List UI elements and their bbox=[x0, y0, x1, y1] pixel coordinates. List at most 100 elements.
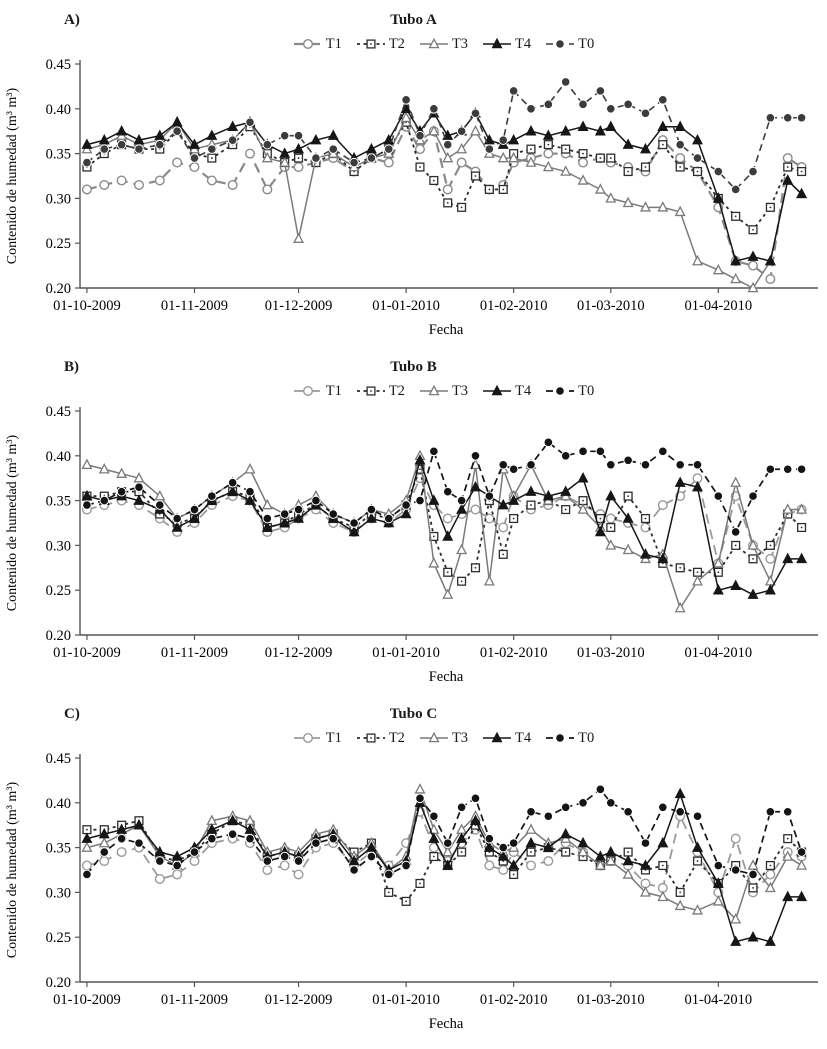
x-tick-label: 01-02-2010 bbox=[480, 992, 548, 1008]
triangle-filled-icon bbox=[483, 37, 512, 49]
y-tick-label: 0.25 bbox=[46, 583, 71, 599]
y-axis-label: Contenido de humedad (m³ m³) bbox=[5, 781, 20, 958]
legend-item-t0: T0 bbox=[545, 36, 594, 53]
series-line-t3 bbox=[86, 786, 802, 921]
x-tick-label: 01-11-2009 bbox=[161, 298, 228, 314]
x-tick-label: 01-01-2010 bbox=[372, 992, 440, 1008]
legend-item-t2: T2 bbox=[356, 36, 405, 53]
y-tick-label: 0.30 bbox=[46, 885, 71, 901]
x-tick-label: 01-04-2010 bbox=[684, 298, 752, 314]
legend-item-t1: T1 bbox=[293, 730, 342, 747]
legend-label: T1 bbox=[325, 35, 342, 52]
legend-item-t4: T4 bbox=[482, 36, 531, 53]
x-axis-label: Fecha bbox=[429, 669, 464, 685]
triangle-open-icon bbox=[419, 37, 448, 49]
y-tick-label: 0.40 bbox=[46, 449, 71, 465]
y-tick-label: 0.25 bbox=[46, 236, 71, 252]
legend-label: T0 bbox=[578, 35, 595, 52]
legend-label: T3 bbox=[451, 35, 469, 52]
series-line-t3 bbox=[86, 116, 803, 289]
y-tick-label: 0.35 bbox=[46, 147, 71, 163]
panel-a-legend: T1 T2 T3 T4 T0 bbox=[60, 32, 827, 56]
circle-open-icon bbox=[293, 385, 322, 397]
legend-item-t4: T4 bbox=[482, 730, 531, 747]
x-tick-label: 01-10-2009 bbox=[53, 992, 121, 1008]
y-tick-label: 0.40 bbox=[46, 102, 71, 118]
x-axis-label: Fecha bbox=[429, 322, 464, 338]
legend-label: T2 bbox=[388, 729, 405, 746]
x-tick-label: 01-11-2009 bbox=[161, 645, 228, 661]
panel-a-title: Tubo A bbox=[390, 12, 437, 28]
series-markers-t0 bbox=[82, 784, 807, 880]
y-tick-label: 0.45 bbox=[46, 404, 71, 420]
panel-b-title: Tubo B bbox=[390, 359, 437, 375]
panel-c-label: C) bbox=[64, 706, 80, 722]
legend-item-t3: T3 bbox=[419, 36, 468, 53]
y-tick-label: 0.35 bbox=[46, 841, 71, 857]
panel-b-legend: T1 T2 T3 T4 T0 bbox=[60, 379, 827, 403]
square-open-icon bbox=[356, 386, 385, 396]
x-tick-label: 01-01-2010 bbox=[372, 298, 440, 314]
y-tick-label: 0.45 bbox=[46, 57, 71, 73]
y-axis-label: Contenido de humedad (m³ m³) bbox=[5, 434, 20, 611]
x-tick-label: 01-12-2009 bbox=[265, 298, 333, 314]
panel-a-label: A) bbox=[64, 12, 80, 28]
y-tick-label: 0.30 bbox=[46, 538, 71, 554]
y-tick-label: 0.20 bbox=[46, 975, 71, 991]
panel-c-legend: T1 T2 T3 T4 T0 bbox=[60, 726, 827, 750]
series-markers-t4 bbox=[81, 102, 808, 266]
x-tick-label: 01-03-2010 bbox=[577, 298, 645, 314]
legend-label: T2 bbox=[388, 382, 405, 399]
legend-label: T1 bbox=[325, 382, 342, 399]
y-axis-label: Contenido de humedad (m³ m³) bbox=[5, 87, 20, 264]
chart-panel-a: A) Tubo A T1 T2 T3 T4 T0 0.45 0.40 0.35 0.30 0.2… bbox=[0, 6, 827, 353]
legend-item-t2: T2 bbox=[356, 383, 405, 400]
series-line-t4 bbox=[86, 107, 803, 263]
circle-filled-icon bbox=[546, 733, 575, 743]
legend-label: T4 bbox=[515, 729, 532, 746]
legend-label: T4 bbox=[515, 35, 532, 52]
x-axis-label: Fecha bbox=[429, 1016, 464, 1032]
legend-label: T4 bbox=[515, 382, 532, 399]
y-tick-label: 0.30 bbox=[46, 191, 71, 207]
y-tick-label: 0.45 bbox=[46, 751, 71, 767]
legend-label: T0 bbox=[578, 382, 595, 399]
panel-c-title: Tubo C bbox=[389, 706, 438, 722]
series-markers-t4 bbox=[81, 787, 808, 946]
panel-b-label: B) bbox=[64, 359, 79, 375]
circle-filled-icon bbox=[546, 386, 575, 396]
legend-label: T1 bbox=[325, 729, 342, 746]
square-open-icon bbox=[356, 733, 385, 743]
x-tick-label: 01-01-2010 bbox=[372, 645, 440, 661]
x-tick-label: 01-10-2009 bbox=[53, 298, 121, 314]
y-tick-label: 0.20 bbox=[46, 281, 71, 297]
x-tick-label: 01-12-2009 bbox=[265, 645, 333, 661]
series-markers-t0 bbox=[82, 77, 807, 195]
panel-c-header: C) Tubo C bbox=[0, 700, 827, 726]
x-tick-label: 01-04-2010 bbox=[684, 992, 752, 1008]
circle-open-icon bbox=[293, 732, 322, 744]
legend-label: T2 bbox=[388, 35, 405, 52]
y-tick-label: 0.35 bbox=[46, 494, 71, 510]
legend-item-t1: T1 bbox=[293, 36, 342, 53]
legend-item-t1: T1 bbox=[293, 383, 342, 400]
legend-label: T3 bbox=[451, 382, 469, 399]
y-tick-label: 0.20 bbox=[46, 628, 71, 644]
panel-b-header: B) Tubo B bbox=[0, 353, 827, 379]
square-open-icon bbox=[356, 39, 385, 49]
series-markers-t0 bbox=[82, 437, 807, 537]
x-tick-label: 01-02-2010 bbox=[480, 645, 548, 661]
x-tick-label: 01-03-2010 bbox=[577, 992, 645, 1008]
legend-item-t0: T0 bbox=[545, 730, 594, 747]
x-tick-label: 01-02-2010 bbox=[480, 298, 548, 314]
circle-open-icon bbox=[293, 38, 322, 50]
panel-a-header: A) Tubo A bbox=[0, 6, 827, 32]
triangle-filled-icon bbox=[483, 731, 512, 743]
chart-panel-c: C) Tubo C T1 T2 T3 T4 T0 0.45 0.40 0.35 0.30 0.2… bbox=[0, 700, 827, 1047]
x-tick-label: 01-11-2009 bbox=[161, 992, 228, 1008]
legend-item-t3: T3 bbox=[419, 730, 468, 747]
